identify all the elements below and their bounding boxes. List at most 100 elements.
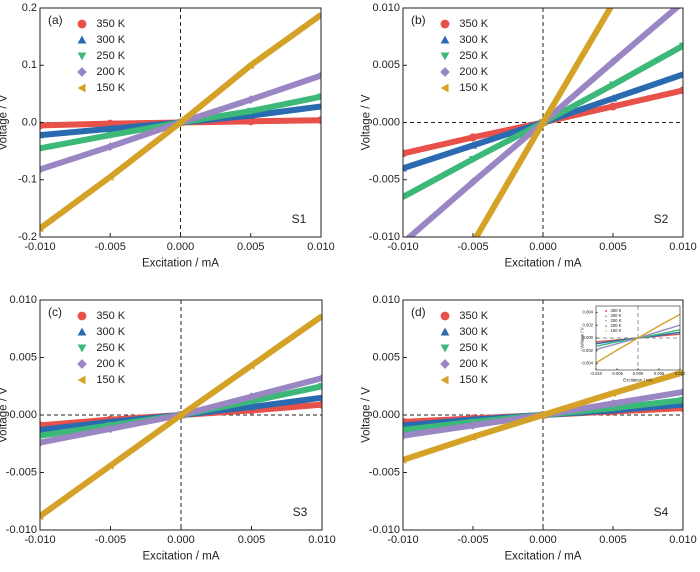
panel-label: (c) [48, 305, 62, 319]
x-tick-label: -0.005 [457, 241, 488, 253]
x-axis-label: Excitation / mA [142, 550, 219, 562]
legend-label: 250 K [611, 318, 622, 323]
marker [605, 310, 607, 312]
marker [246, 61, 254, 70]
series-group [40, 12, 321, 233]
marker [609, 81, 617, 89]
marker [637, 337, 639, 339]
x-tick-label: 0.010 [669, 534, 697, 546]
x-tick-label: 0.010 [307, 241, 335, 253]
panel-annotation: S2 [654, 212, 669, 226]
series-group [403, 8, 683, 237]
marker [679, 370, 683, 375]
marker [679, 396, 683, 405]
series-group [596, 313, 680, 364]
y-tick-label: 0.005 [372, 351, 400, 363]
marker [40, 224, 44, 233]
marker [403, 455, 407, 464]
y-tick-label: -0.1 [18, 174, 37, 186]
series-group [403, 369, 683, 464]
marker [40, 145, 44, 153]
x-tick-label: -0.005 [95, 534, 126, 546]
x-tick-label: 0.005 [654, 371, 665, 376]
marker [106, 424, 115, 434]
y-axis-label: Voltage / V [361, 94, 373, 150]
y-axis-label: Voltage / V [0, 94, 10, 150]
marker [40, 432, 44, 440]
panel-label: (a) [48, 13, 63, 27]
marker [440, 327, 450, 336]
marker [40, 438, 45, 447]
panel-annotation: S3 [293, 505, 308, 519]
legend-label: 250 K [96, 50, 125, 62]
marker [469, 133, 477, 142]
marker [616, 349, 618, 352]
marker [77, 67, 87, 77]
marker [440, 52, 450, 61]
y-tick-label: -0.004 [581, 361, 594, 366]
marker [246, 107, 255, 116]
marker [318, 393, 322, 401]
marker [658, 333, 660, 336]
marker [77, 375, 86, 385]
x-tick-label: -0.005 [95, 241, 126, 253]
marker [658, 330, 660, 333]
y-tick-label: 0.005 [372, 59, 400, 71]
y-tick-label: 0.2 [22, 2, 37, 14]
y-tick-label: 0.000 [372, 409, 400, 421]
marker [316, 71, 321, 80]
legend-label: 200 K [96, 358, 125, 370]
marker [318, 313, 322, 319]
marker [440, 311, 450, 321]
marker [40, 165, 45, 174]
legend-label: 300 K [459, 326, 488, 338]
legend-label: 150 K [96, 374, 125, 386]
marker [106, 131, 115, 140]
marker [609, 389, 617, 398]
y-axis-label: Voltage / V [361, 387, 373, 443]
marker [679, 86, 683, 95]
legend-label: 150 K [96, 82, 125, 94]
x-tick-label: 0.000 [167, 534, 195, 546]
marker [106, 461, 114, 470]
marker [440, 83, 449, 93]
y-tick-label: 0.000 [372, 116, 400, 128]
marker [604, 324, 608, 328]
marker [440, 19, 450, 29]
marker [440, 375, 449, 385]
legend-label: 350 K [96, 18, 125, 30]
legend-label: 200 K [459, 358, 488, 370]
marker [40, 512, 44, 521]
series-group [40, 313, 322, 521]
marker [616, 342, 618, 345]
x-tick-label: -0.005 [457, 534, 488, 546]
panel: -0.010 -0.005 0.000 0.005 0.010 -0.010 -0.005 0… [0, 294, 336, 563]
y-tick-label: 0.0 [22, 116, 37, 128]
y-tick-label: -0.005 [6, 466, 37, 478]
marker [106, 172, 114, 181]
legend-label: 150 K [459, 374, 488, 386]
y-tick-label: -0.010 [6, 524, 37, 536]
legend-label: 150 K [611, 328, 622, 333]
x-tick-label: -0.010 [387, 241, 418, 253]
y-tick-label: -0.002 [581, 348, 594, 353]
panel: -0.010 -0.005 0.000 0.005 0.010 -0.2 -0.1 0.0 0.… [0, 2, 335, 270]
marker [658, 324, 660, 327]
legend-label: 200 K [611, 323, 622, 328]
marker [468, 177, 478, 187]
marker [318, 400, 322, 409]
y-axis-label: Voltage / V [0, 387, 10, 443]
marker [77, 327, 87, 336]
marker [40, 131, 44, 139]
legend-label: 200 K [459, 66, 488, 78]
marker [403, 149, 407, 158]
marker [246, 117, 255, 126]
legend-label: 300 K [96, 326, 125, 338]
marker [77, 344, 87, 353]
legend-label: 350 K [611, 308, 622, 313]
y-tick-label: 0.010 [372, 294, 400, 306]
x-tick-label: 0.000 [633, 371, 644, 376]
legend-label: 150 K [459, 82, 488, 94]
inset: -0.010 -0.005 0.000 0.005 0.010 -0.004 -0.002 0… [579, 305, 686, 382]
